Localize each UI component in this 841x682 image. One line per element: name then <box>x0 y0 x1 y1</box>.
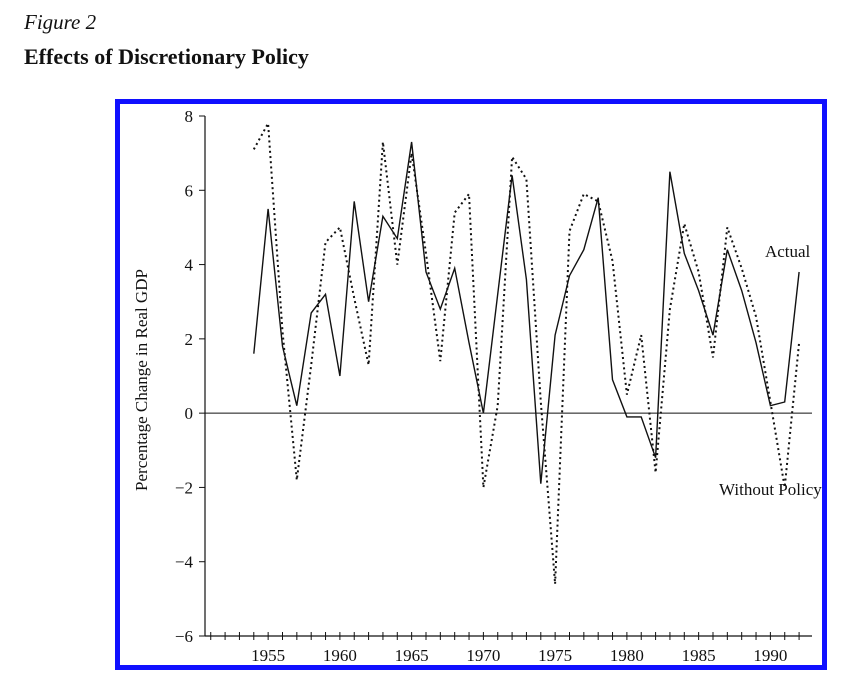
series-annotation: Actual <box>765 242 811 261</box>
y-tick-label: −6 <box>175 627 193 646</box>
series-layer <box>252 119 801 585</box>
chart-frame: 8 6 4 2 0 −2 −4 −6 1955 1960 1965 1970 1975 1980 1985 1… <box>115 99 827 670</box>
series-line-without-policy <box>252 119 801 585</box>
y-axis-title: Percentage Change in Real GDP <box>132 269 151 491</box>
series-annotation: Without Policy <box>719 480 822 499</box>
series-line-actual <box>253 141 800 484</box>
y-tick-label: −2 <box>175 478 193 497</box>
x-tick-label: 1990 <box>753 646 787 665</box>
line-chart: 8 6 4 2 0 −2 −4 −6 1955 1960 1965 1970 1975 1980 1985 1… <box>132 107 822 665</box>
x-tick-label: 1980 <box>610 646 644 665</box>
x-tick-label: 1960 <box>323 646 357 665</box>
y-tick-label: 4 <box>185 256 194 275</box>
figure-label: Figure 2 <box>24 10 97 34</box>
y-tick-label: 0 <box>185 404 194 423</box>
x-tick-label: 1975 <box>538 646 572 665</box>
x-tick-label: 1985 <box>682 646 716 665</box>
x-tick-label: 1965 <box>395 646 429 665</box>
axes: 8 6 4 2 0 −2 −4 −6 1955 1960 1965 1970 1975 1980 1985 1… <box>175 107 812 665</box>
figure-title: Effects of Discretionary Policy <box>24 44 309 69</box>
labels-layer: Percentage Change in Real GDP Actual Witho… <box>132 242 822 499</box>
y-tick-label: 8 <box>185 107 194 126</box>
y-tick-label: 6 <box>185 181 194 200</box>
x-tick-label: 1955 <box>251 646 285 665</box>
y-tick-label: −4 <box>175 553 194 572</box>
x-tick-label: 1970 <box>466 646 500 665</box>
y-tick-label: 2 <box>185 330 194 349</box>
